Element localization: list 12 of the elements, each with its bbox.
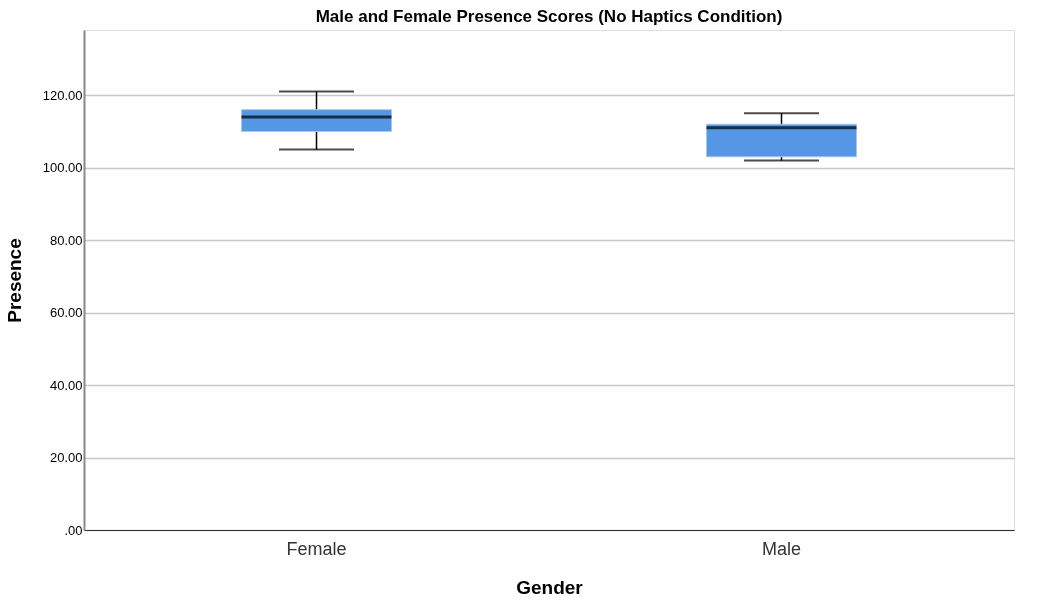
y-tick-label: 100.00 bbox=[42, 160, 83, 176]
y-tick-label: 20.00 bbox=[49, 450, 83, 466]
y-tick-label: 40.00 bbox=[49, 377, 83, 393]
y-tick-label: .00 bbox=[64, 522, 83, 538]
y-tick-label: 60.00 bbox=[49, 305, 83, 321]
x-tick-label: Male bbox=[761, 538, 802, 559]
x-tick-label: Female bbox=[286, 538, 347, 559]
y-tick-label: 80.00 bbox=[49, 232, 83, 248]
chart-title: Male and Female Presence Scores (No Haptics Condition) bbox=[315, 7, 783, 26]
y-axis-title: Presence bbox=[3, 238, 25, 323]
x-axis-title: Gender bbox=[516, 576, 584, 598]
y-tick-label: 120.00 bbox=[42, 87, 83, 103]
